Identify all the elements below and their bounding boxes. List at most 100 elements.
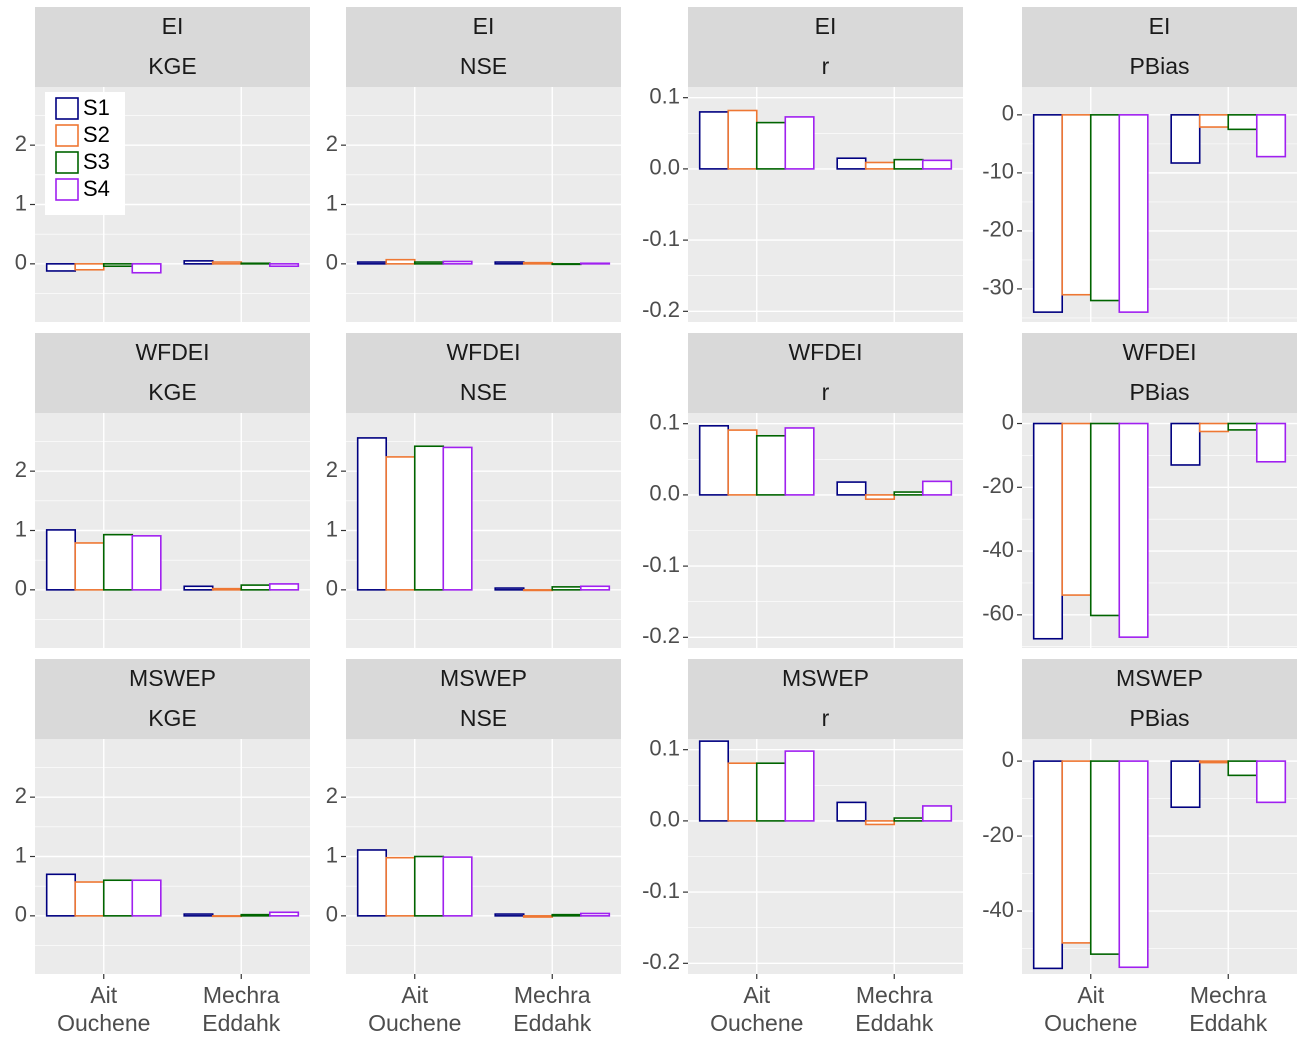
bar (727, 762, 758, 822)
bar (921, 805, 953, 822)
bar (1118, 422, 1149, 638)
x-tick-label: Ait Ouchene (1044, 982, 1138, 1036)
bar (579, 262, 611, 265)
y-tick-label: 0 (1002, 747, 1014, 772)
legend-label: S1 (83, 95, 110, 120)
x-tick-label: Ait Ouchene (710, 982, 804, 1036)
bar (836, 481, 867, 496)
y-tick-label: 0 (15, 250, 27, 275)
y-tick-label: 0.0 (649, 807, 680, 832)
bar (698, 111, 730, 170)
strip-label: MSWEP (440, 665, 527, 691)
bar (1198, 760, 1230, 764)
bar (74, 542, 105, 591)
strip-label: EI (815, 13, 837, 39)
bar (1255, 760, 1287, 804)
strip (688, 333, 963, 413)
strip-label: MSWEP (1116, 665, 1203, 691)
bar (784, 750, 815, 822)
legend-label: S4 (83, 176, 110, 201)
legend-key (55, 124, 79, 147)
strip-label: r (822, 705, 830, 731)
bar (240, 262, 271, 265)
bar (1061, 114, 1092, 296)
bar (1227, 114, 1258, 131)
bar (1118, 114, 1149, 313)
bar (836, 801, 867, 822)
bar (102, 879, 134, 917)
bar (183, 913, 214, 917)
bar (385, 456, 416, 591)
bar (893, 158, 924, 170)
bar (1170, 114, 1201, 164)
strip-label: r (822, 53, 830, 79)
bar (385, 258, 416, 265)
bar (755, 434, 787, 496)
bar (1227, 422, 1258, 431)
bar (893, 817, 924, 822)
bar (45, 873, 77, 917)
bar (698, 425, 730, 496)
bar (442, 260, 473, 265)
bar (836, 157, 867, 170)
y-tick-label: -30 (982, 275, 1014, 300)
bar (579, 912, 611, 917)
bar (1089, 422, 1121, 617)
strip-label: MSWEP (129, 665, 216, 691)
y-tick-label: 2 (15, 783, 27, 808)
y-tick-label: -40 (982, 897, 1014, 922)
x-tick-label: Mechra Eddahk (513, 982, 592, 1036)
bar (131, 879, 162, 917)
bar (102, 533, 134, 591)
legend-key (55, 178, 79, 201)
bar (698, 740, 730, 822)
y-tick-label: 1 (326, 190, 338, 215)
y-tick-label: 2 (15, 131, 27, 156)
strip-label: NSE (460, 705, 507, 731)
y-tick-label: 0.1 (649, 735, 680, 760)
strip (1022, 7, 1297, 87)
legend-key (55, 151, 79, 174)
bar (494, 587, 525, 591)
strip (35, 7, 310, 87)
bar (1170, 760, 1201, 809)
bar (494, 261, 525, 265)
strip (688, 7, 963, 87)
y-tick-label: 1 (15, 190, 27, 215)
y-tick-label: -0.1 (642, 878, 680, 903)
bar (579, 585, 611, 591)
bar (240, 913, 271, 917)
bar (784, 427, 815, 496)
y-tick-label: 2 (15, 457, 27, 482)
bar (1089, 760, 1121, 955)
bar (413, 261, 445, 265)
strip-label: PBias (1129, 379, 1189, 405)
bar (102, 263, 134, 268)
strip-label: WFDEI (1122, 339, 1196, 365)
x-tick-label: Ait Ouchene (368, 982, 462, 1036)
bar (551, 586, 582, 591)
bar (211, 587, 243, 591)
strip-label: EI (1149, 13, 1171, 39)
bar (45, 529, 77, 591)
strip-label: WFDEI (446, 339, 520, 365)
y-tick-label: 2 (326, 131, 338, 156)
bar (893, 491, 924, 496)
bar (268, 583, 300, 591)
x-tick-label: Ait Ouchene (57, 982, 151, 1036)
bar (522, 915, 554, 918)
bar (268, 911, 300, 917)
strip-label: EI (473, 13, 495, 39)
bar (1170, 422, 1201, 466)
y-tick-label: 0.0 (649, 155, 680, 180)
bar (1255, 114, 1287, 158)
bar (522, 261, 554, 265)
bar (268, 263, 300, 268)
legend-key (55, 97, 79, 120)
bar (356, 849, 388, 917)
strip-label: WFDEI (135, 339, 209, 365)
legend-label: S3 (83, 149, 110, 174)
bar (755, 762, 787, 822)
y-tick-label: 2 (326, 783, 338, 808)
